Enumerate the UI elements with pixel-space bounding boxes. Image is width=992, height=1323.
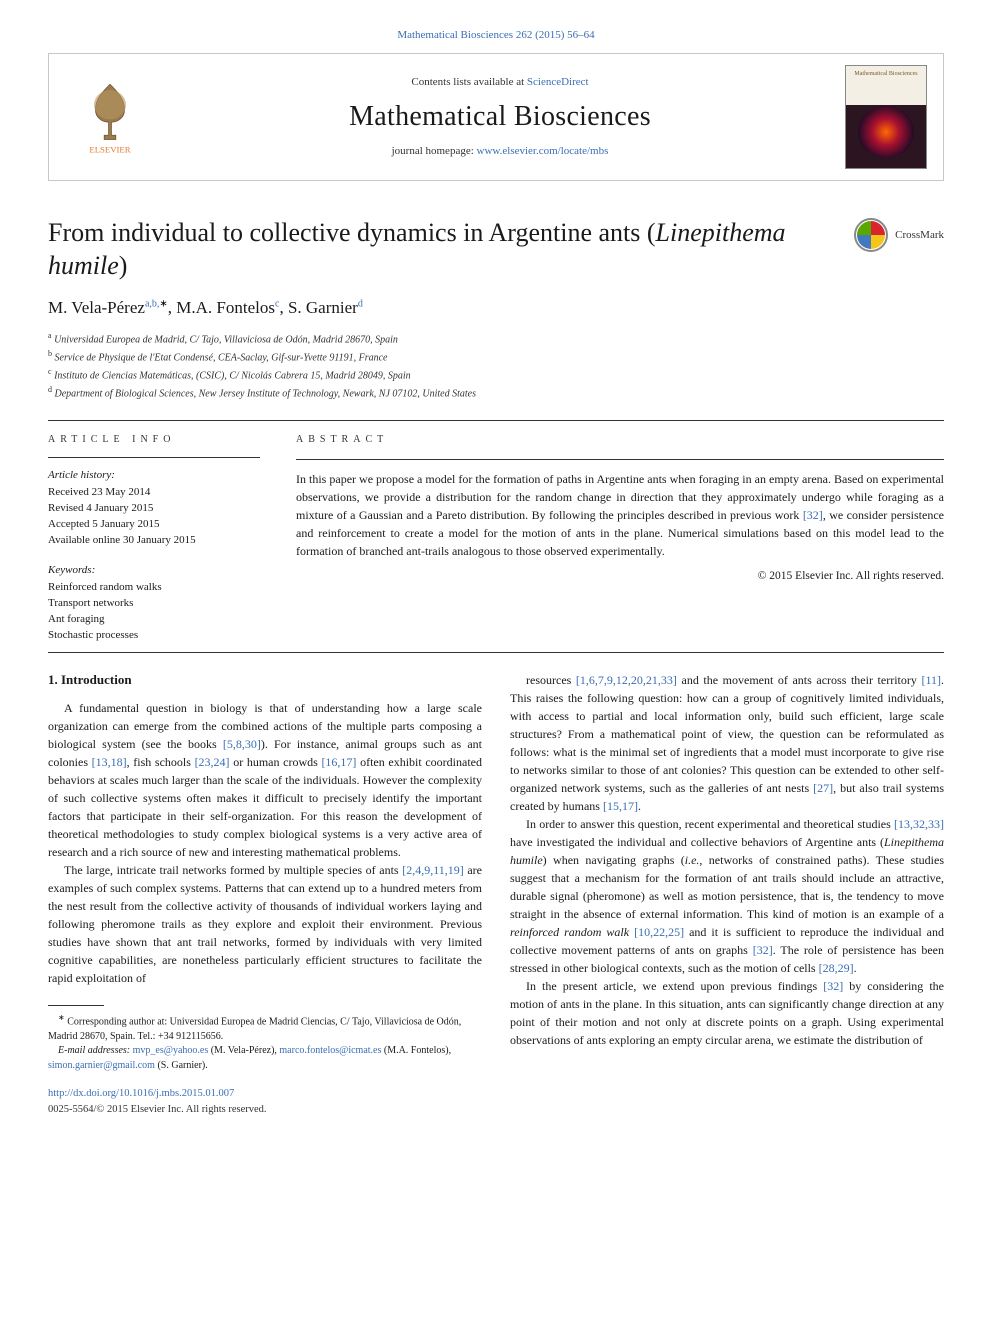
abstract-copyright: © 2015 Elsevier Inc. All rights reserved… [296, 568, 944, 584]
history-item: Revised 4 January 2015 [48, 501, 260, 517]
italic-span: Linepithema humile [510, 835, 944, 867]
body-left-column: 1. Introduction A fundamental question i… [48, 671, 482, 1118]
abstract-column: ABSTRACT In this paper we propose a mode… [296, 433, 944, 644]
ref-link[interactable]: [32] [823, 979, 843, 993]
elsevier-wordmark: ELSEVIER [89, 145, 130, 155]
ref-link[interactable]: [32] [803, 508, 823, 522]
keyword-item: Ant foraging [48, 612, 260, 628]
history-item: Received 23 May 2014 [48, 485, 260, 501]
body-right-column: resources [1,6,7,9,12,20,21,33] and the … [510, 671, 944, 1118]
crossmark-badge[interactable]: CrossMark [853, 217, 944, 253]
issn-copyright: 0025-5564/© 2015 Elsevier Inc. All right… [48, 1103, 482, 1118]
ref-link[interactable]: [13,32,33] [894, 817, 944, 831]
corresponding-footnote: ∗ Corresponding author at: Universidad E… [48, 1012, 482, 1044]
body-paragraph: A fundamental question in biology is tha… [48, 699, 482, 861]
abstract-rule [296, 459, 944, 460]
history-label: Article history: [48, 468, 260, 483]
keyword-item: Stochastic processes [48, 628, 260, 644]
history-item: Available online 30 January 2015 [48, 533, 260, 549]
ref-link[interactable]: [23,24] [195, 755, 230, 769]
section-heading: 1. Introduction [48, 671, 482, 689]
italic-span: reinforced random walk [510, 925, 629, 939]
citation-line: Mathematical Biosciences 262 (2015) 56–6… [48, 28, 944, 43]
ref-link[interactable]: [5,8,30] [223, 737, 261, 751]
doi-block: http://dx.doi.org/10.1016/j.mbs.2015.01.… [48, 1087, 482, 1117]
ref-link[interactable]: [2,4,9,11,19] [402, 863, 464, 877]
abstract-text: In this paper we propose a model for the… [296, 470, 944, 560]
body-paragraph: resources [1,6,7,9,12,20,21,33] and the … [510, 671, 944, 815]
ref-link[interactable]: [28,29] [819, 961, 854, 975]
journal-cover-thumb: Mathematical Biosciences [845, 65, 927, 169]
email-link[interactable]: marco.fontelos@icmat.es [279, 1045, 381, 1056]
keyword-item: Transport networks [48, 596, 260, 612]
ref-link[interactable]: [15,17] [603, 799, 638, 813]
rule-top [48, 420, 944, 421]
ref-link[interactable]: [13,18] [92, 755, 127, 769]
publisher-logo: ELSEVIER [65, 77, 155, 157]
article-info-label: ARTICLE INFO [48, 433, 260, 447]
sciencedirect-link[interactable]: ScienceDirect [527, 76, 589, 88]
article-info-column: ARTICLE INFO Article history: Received 2… [48, 433, 260, 644]
paper-title: From individual to collective dynamics i… [48, 217, 853, 282]
homepage-line: journal homepage: www.elsevier.com/locat… [155, 144, 845, 159]
ref-link[interactable]: [27] [813, 781, 833, 795]
crossmark-icon [853, 217, 889, 253]
body-paragraph: In the present article, we extend upon p… [510, 977, 944, 1049]
journal-name: Mathematical Biosciences [155, 97, 845, 136]
crossmark-label: CrossMark [895, 228, 944, 243]
keyword-item: Reinforced random walks [48, 580, 260, 596]
contents-line: Contents lists available at ScienceDirec… [155, 75, 845, 90]
email-link[interactable]: simon.garnier@gmail.com [48, 1060, 155, 1071]
email-link[interactable]: mvp_es@yahoo.es [133, 1045, 209, 1056]
italic-span: i.e. [685, 853, 700, 867]
history-item: Accepted 5 January 2015 [48, 517, 260, 533]
ref-link[interactable]: [32] [753, 943, 773, 957]
ref-link[interactable]: [16,17] [321, 755, 356, 769]
ref-link[interactable]: [10,22,25] [634, 925, 684, 939]
elsevier-tree-icon: ELSEVIER [70, 77, 150, 157]
rule-bottom [48, 652, 944, 653]
homepage-link[interactable]: www.elsevier.com/locate/mbs [477, 145, 609, 157]
doi-link[interactable]: http://dx.doi.org/10.1016/j.mbs.2015.01.… [48, 1088, 234, 1099]
journal-header: ELSEVIER Contents lists available at Sci… [48, 53, 944, 181]
citation-link[interactable]: Mathematical Biosciences 262 (2015) 56–6… [397, 29, 594, 41]
footnote-rule [48, 1005, 104, 1006]
ref-link[interactable]: [1,6,7,9,12,20,21,33] [576, 673, 677, 687]
cover-art-icon [858, 106, 914, 158]
abstract-label: ABSTRACT [296, 433, 944, 447]
email-footnote: E-mail addresses: mvp_es@yahoo.es (M. Ve… [48, 1044, 482, 1073]
info-rule [48, 457, 260, 458]
keywords-label: Keywords: [48, 563, 260, 578]
affiliations: a Universidad Europea de Madrid, C/ Tajo… [48, 330, 944, 401]
body-paragraph: In order to answer this question, recent… [510, 815, 944, 977]
authors-line: M. Vela-Péreza,b,∗, M.A. Fontelosc, S. G… [48, 296, 944, 320]
body-paragraph: The large, intricate trail networks form… [48, 861, 482, 987]
cover-label: Mathematical Biosciences [846, 70, 926, 78]
ref-link[interactable]: [11] [921, 673, 941, 687]
